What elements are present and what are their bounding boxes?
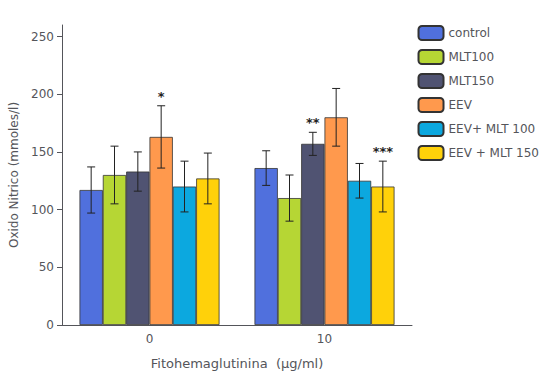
svg-text:0: 0 bbox=[46, 318, 54, 332]
svg-text:EEV + MLT 150: EEV + MLT 150 bbox=[449, 146, 540, 160]
svg-text:Oxido Nitrico (mmoles/l): Oxido Nitrico (mmoles/l) bbox=[7, 102, 21, 248]
svg-text:0: 0 bbox=[146, 332, 154, 346]
svg-text:10: 10 bbox=[317, 332, 332, 346]
svg-text:200: 200 bbox=[31, 87, 54, 101]
svg-text:50: 50 bbox=[39, 260, 54, 274]
svg-text:Fitohemaglutinina (µg/ml): Fitohemaglutinina (µg/ml) bbox=[151, 356, 324, 371]
svg-text:EEV+ MLT 100: EEV+ MLT 100 bbox=[449, 122, 536, 136]
svg-text:control: control bbox=[449, 26, 491, 40]
svg-text:MLT100: MLT100 bbox=[449, 50, 495, 64]
svg-text:**: ** bbox=[306, 115, 320, 130]
svg-text:250: 250 bbox=[31, 30, 54, 44]
svg-text:***: *** bbox=[373, 144, 394, 159]
svg-text:150: 150 bbox=[31, 145, 54, 159]
svg-text:EEV: EEV bbox=[449, 98, 473, 112]
svg-text:*: * bbox=[158, 89, 165, 104]
svg-text:MLT150: MLT150 bbox=[449, 74, 495, 88]
svg-text:100: 100 bbox=[31, 203, 54, 217]
